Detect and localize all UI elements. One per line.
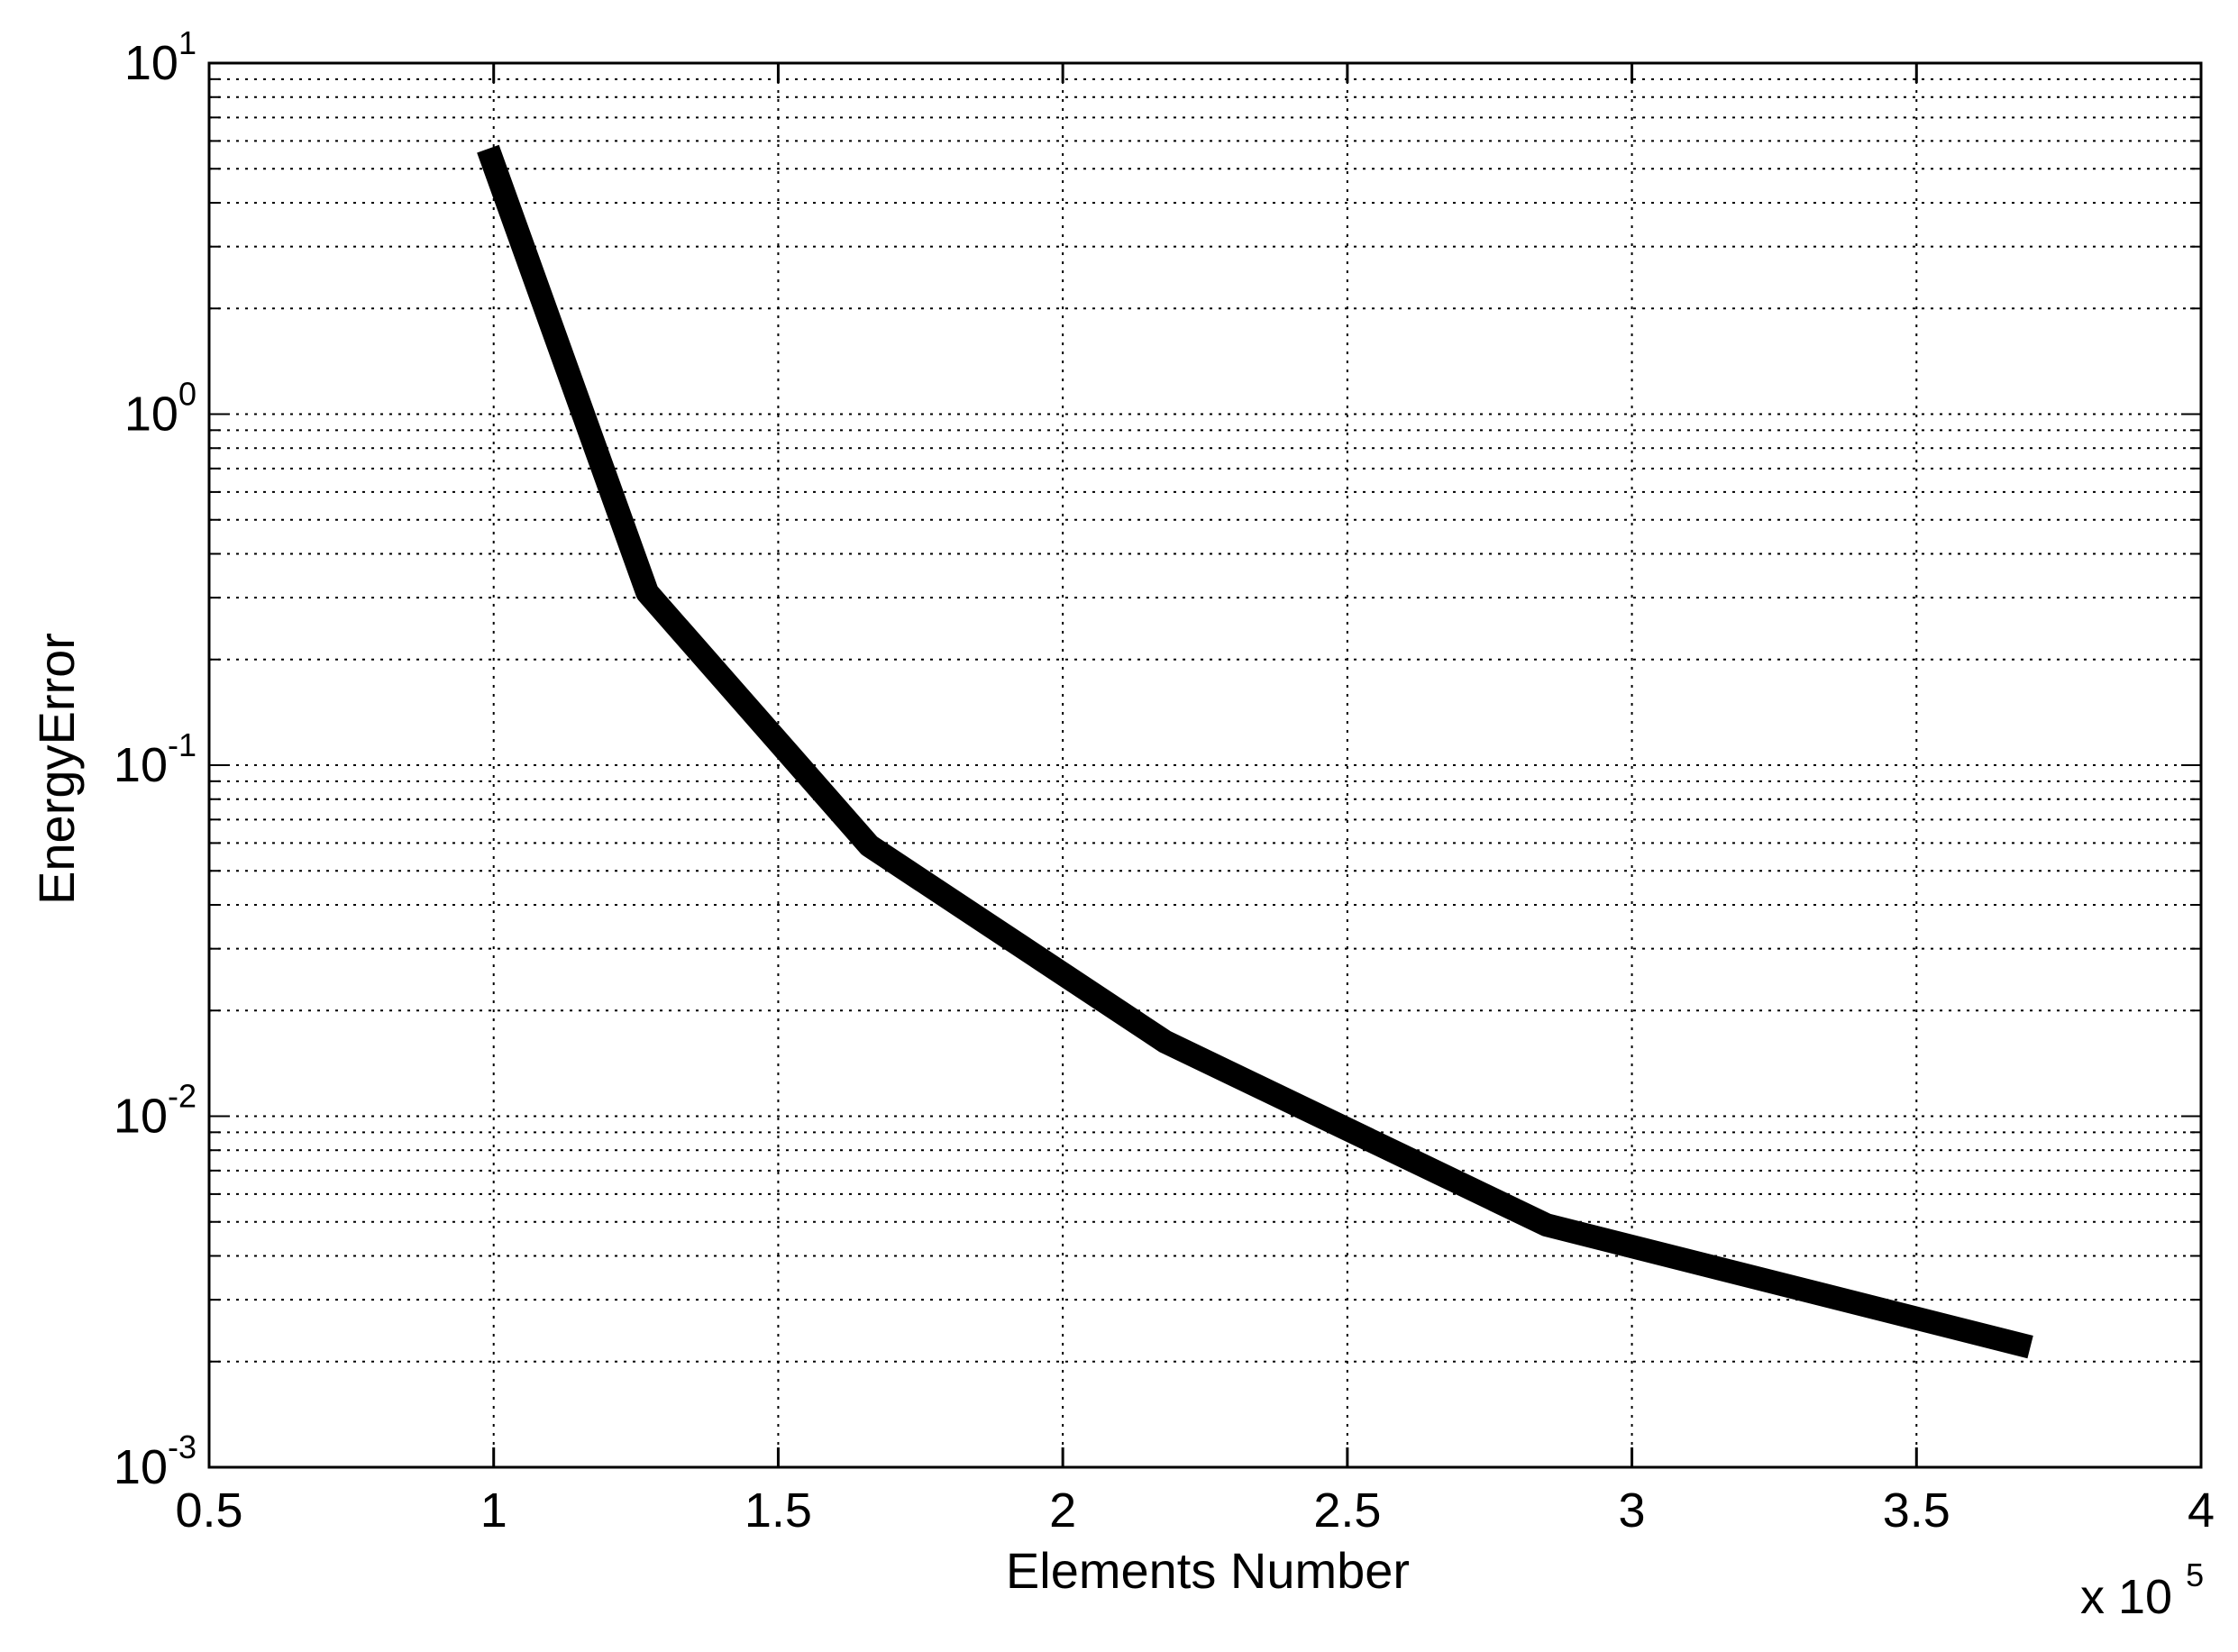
x-multiplier-exponent: 5 (2186, 1556, 2204, 1593)
series-layer (477, 144, 2033, 1359)
y-tick-label-exponent: -2 (168, 1078, 196, 1115)
x-tick-label: 2.5 (1313, 1483, 1381, 1538)
y-tick-label-base: 10 (114, 1440, 168, 1494)
y-tick-label-base: 10 (114, 738, 168, 792)
x-axis-label: Elements Number (1006, 1542, 1410, 1599)
y-tick-label: 10-3 (114, 1428, 196, 1494)
x-multiplier: x 10 5 (2080, 1556, 2204, 1624)
x-tick-label: 1.5 (744, 1483, 812, 1538)
x-tick-label: 3.5 (1883, 1483, 1950, 1538)
y-tick-label-exponent: -1 (168, 726, 196, 763)
y-tick-label: 101 (124, 24, 196, 90)
x-tick-label: 3 (1619, 1483, 1646, 1538)
y-tick-label-base: 10 (114, 1090, 168, 1144)
y-tick-label-base: 10 (124, 36, 178, 90)
x-tick-label: 2 (1049, 1483, 1076, 1538)
y-tick-label: 10-1 (114, 726, 196, 792)
y-tick-label: 10-2 (114, 1078, 196, 1144)
x-tick-label: 0.5 (175, 1483, 242, 1538)
y-tick-label-exponent: 0 (178, 376, 196, 413)
y-tick-label-exponent: -3 (168, 1428, 196, 1465)
x-tick-label: 1 (480, 1483, 507, 1538)
series-line (477, 144, 2033, 1359)
ticks (207, 63, 2203, 1468)
y-axis-label: EnergyError (28, 633, 85, 905)
y-tick-label-exponent: 1 (178, 24, 196, 61)
x-tick-label: 4 (2188, 1483, 2215, 1538)
grid (209, 63, 2201, 1467)
y-tick-label-base: 10 (124, 388, 178, 442)
y-tick-label: 100 (124, 376, 196, 442)
x-multiplier-base: x 10 (2080, 1570, 2172, 1624)
